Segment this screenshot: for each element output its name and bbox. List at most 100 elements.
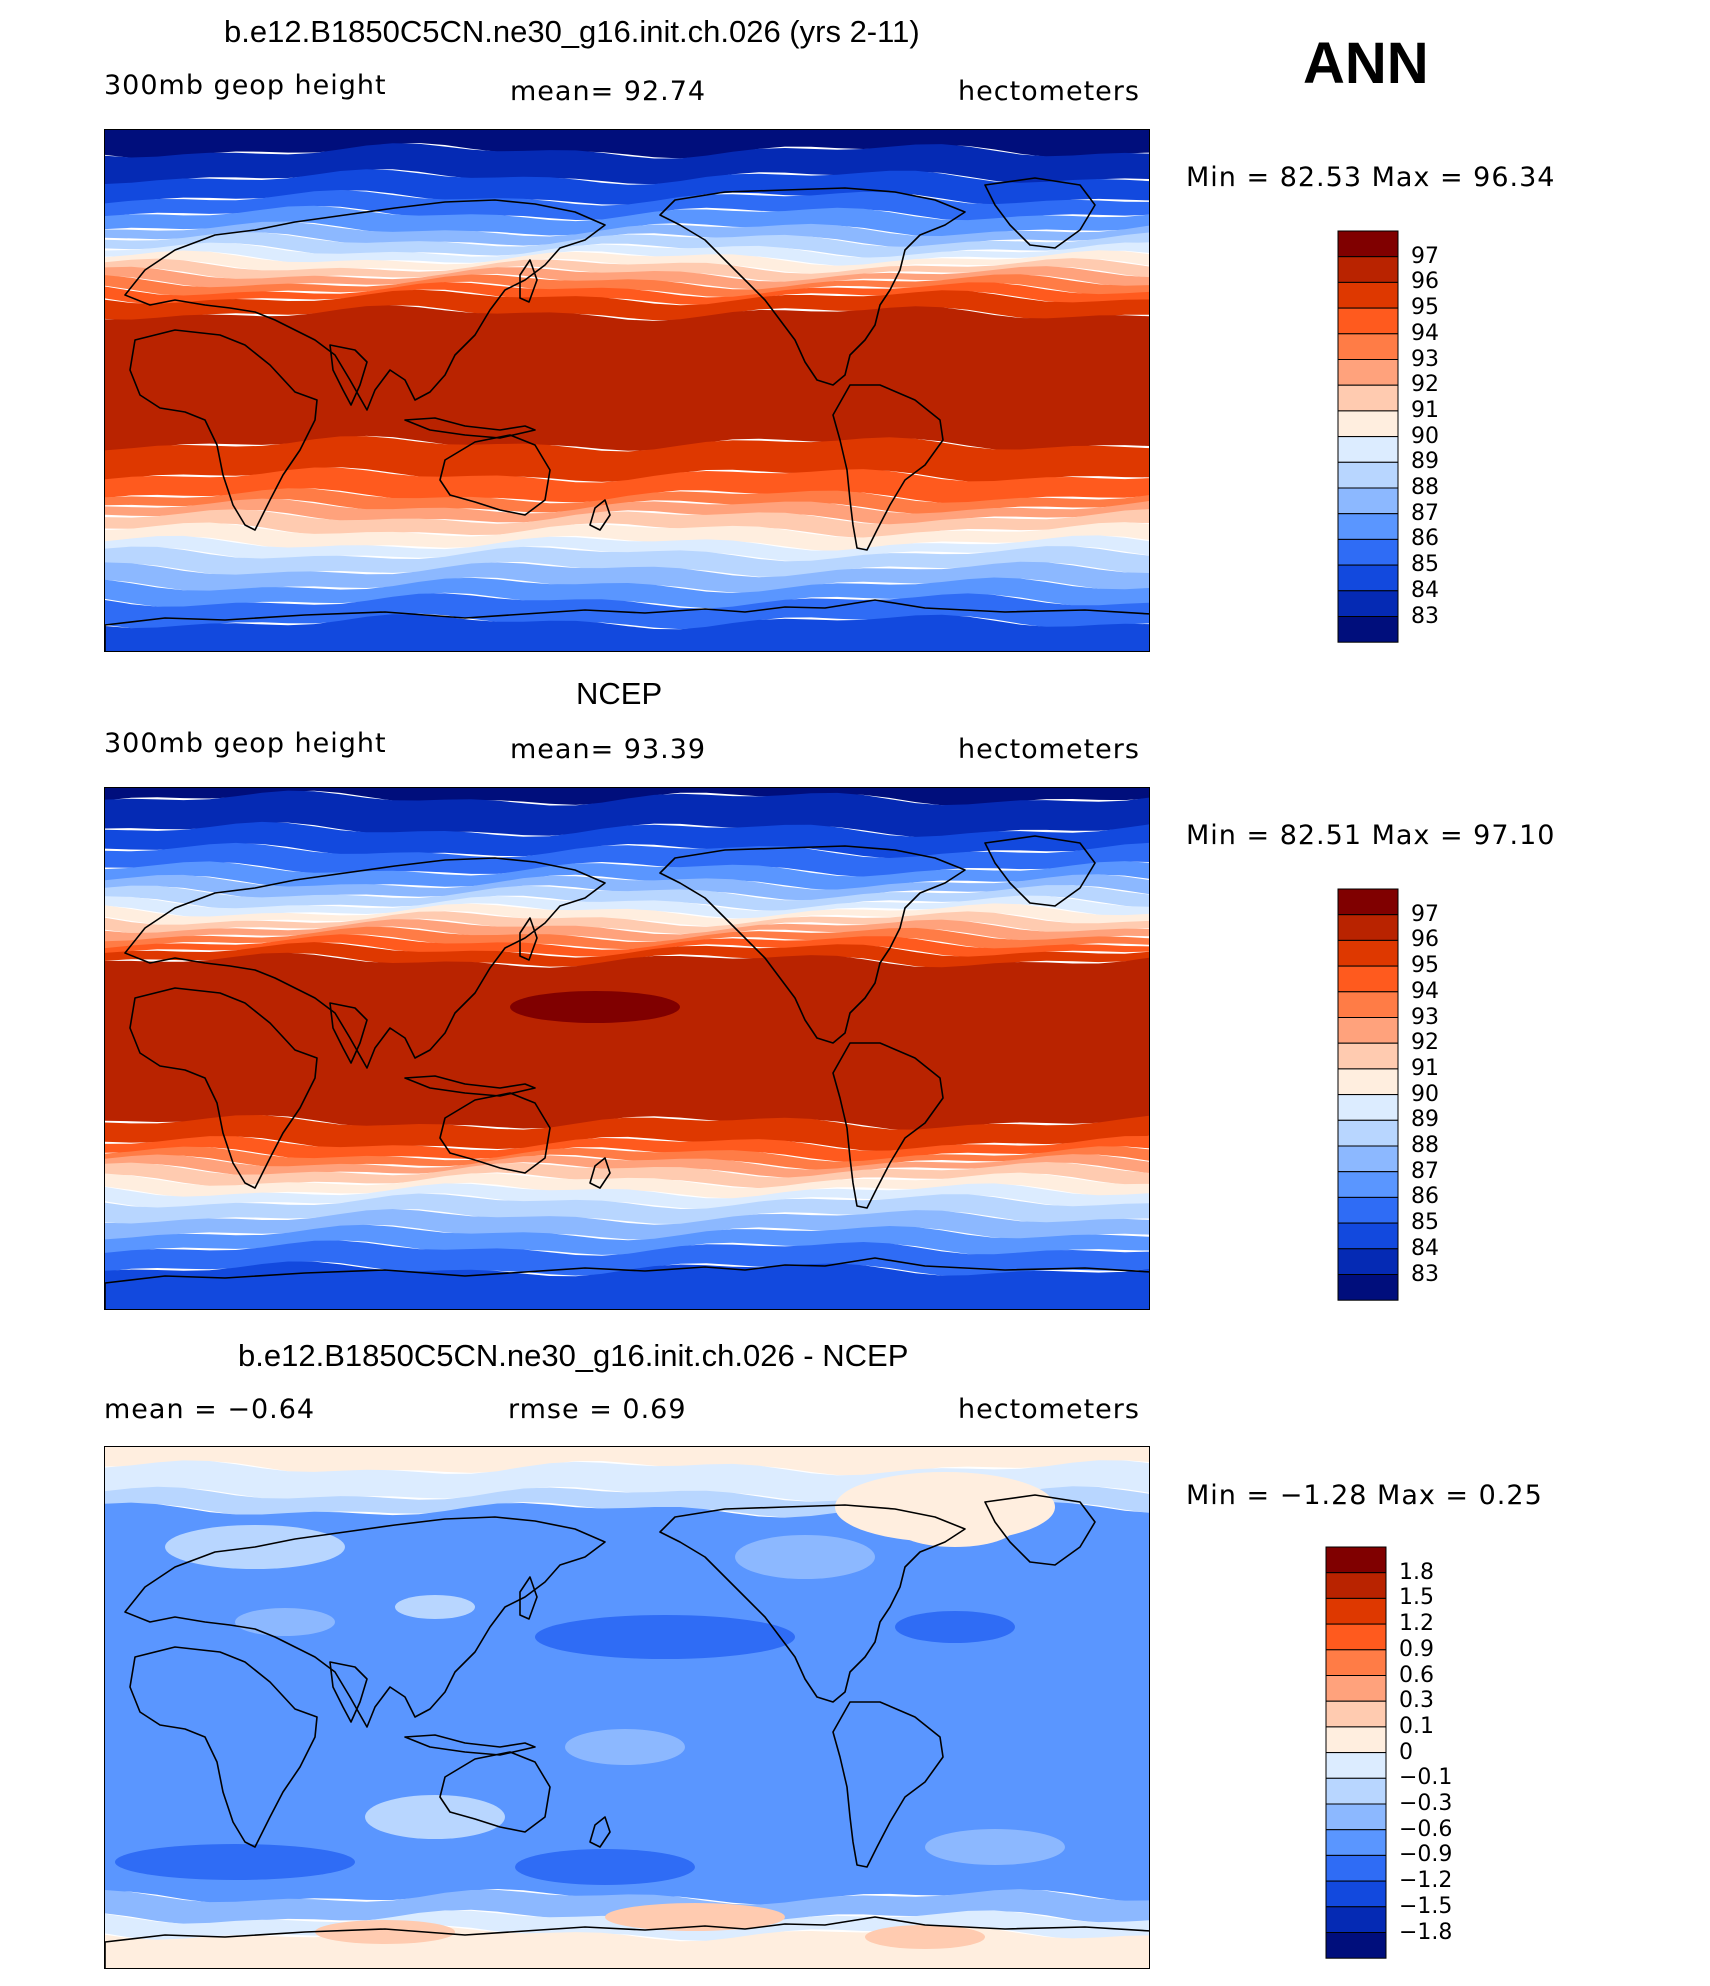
coastline (589, 499, 611, 531)
contour-band (105, 1162, 1149, 1189)
colorbar-tick-label: 95 (1411, 953, 1439, 979)
contour-band (105, 842, 1149, 877)
coastline (589, 1157, 611, 1189)
contour-band (105, 1146, 1149, 1170)
panel-2-map (104, 787, 1150, 1310)
contour-band (105, 1889, 1149, 1926)
colorbar-swatch (1325, 1700, 1387, 1728)
colorbar-tick-label: 0.6 (1399, 1662, 1434, 1688)
colorbar-tick-label: 96 (1411, 269, 1439, 295)
colorbar-tick-label: 94 (1411, 320, 1439, 346)
colorbar-tick-label: −0.6 (1399, 1816, 1453, 1842)
contour-band (105, 1209, 1149, 1241)
coastline (129, 987, 318, 1189)
colorbar-swatch (1325, 1546, 1387, 1574)
coastline (659, 1504, 966, 1703)
colorbar-tick-label: 97 (1411, 243, 1439, 269)
coastline (105, 1916, 1149, 1968)
colorbar-swatch (1325, 1932, 1387, 1959)
colorbar-swatch (1337, 1017, 1399, 1044)
colorbar-tick-label: 84 (1411, 577, 1439, 603)
colorbar-tick-label: 87 (1411, 1158, 1439, 1184)
anomaly-region (925, 1829, 1065, 1865)
colorbar-swatch (1337, 564, 1399, 592)
coastline (129, 1646, 318, 1848)
anomaly-region (735, 1535, 875, 1579)
panel-1-mean: mean= 92.74 (510, 76, 707, 107)
colorbar-tick-label: 93 (1411, 1004, 1439, 1030)
contour-band (105, 1136, 1149, 1162)
contour-band (105, 1261, 1149, 1309)
colorbar-swatch (1337, 1196, 1399, 1224)
contour-band (105, 1240, 1149, 1277)
panel-1-units: hectometers (958, 76, 1140, 107)
colorbar-swatch (1337, 991, 1399, 1019)
colorbar-tick-label: 83 (1411, 1261, 1439, 1287)
coastline (124, 1516, 606, 1728)
contour-band (105, 885, 1149, 911)
coastline (439, 1751, 551, 1833)
colorbar-tick-label: −0.9 (1399, 1842, 1453, 1868)
contour-band (105, 274, 1149, 298)
contour-band (105, 1183, 1149, 1209)
colorbar-swatch (1337, 1222, 1399, 1250)
contour-band (105, 169, 1149, 205)
colorbar-swatch (1337, 230, 1399, 258)
colorbar-tick-label: 86 (1411, 1184, 1439, 1210)
panel-3-map (104, 1446, 1150, 1969)
colorbar-tick-label: 92 (1411, 1030, 1439, 1056)
colorbar-tick-label: 85 (1411, 1210, 1439, 1236)
coastline (984, 835, 1096, 907)
anomaly-region (115, 1844, 355, 1880)
colorbar-tick-label: 91 (1411, 397, 1439, 423)
colorbar-tick-label: 89 (1411, 449, 1439, 475)
coastline (832, 1042, 944, 1209)
contour-band (105, 903, 1149, 927)
colorbar-swatch (1325, 1880, 1387, 1908)
panel-2-title: NCEP (576, 676, 663, 711)
contour-band (105, 190, 1149, 222)
contour-band (105, 232, 1149, 258)
contour-band (105, 874, 1149, 901)
coastline (404, 1734, 536, 1756)
contour-band (105, 509, 1149, 538)
colorbar-tick-label: 84 (1411, 1235, 1439, 1261)
colorbar-tick-label: −1.8 (1399, 1919, 1453, 1945)
colorbar-tick-label: 83 (1411, 603, 1439, 629)
contour-band (105, 1501, 1149, 1905)
colorbar-tick-label: 93 (1411, 346, 1439, 372)
colorbar-swatch (1325, 1623, 1387, 1651)
colorbar-tick-label: 1.2 (1399, 1611, 1434, 1637)
colorbar-swatch (1325, 1649, 1387, 1677)
colorbar-swatch (1325, 1675, 1387, 1702)
contour-band (105, 942, 1149, 969)
contour-band (105, 130, 1149, 159)
contour-band (105, 788, 1149, 806)
contour-band (105, 561, 1149, 593)
colorbar-tick-label: 0.1 (1399, 1713, 1434, 1739)
colorbar-swatch (1337, 939, 1399, 967)
panel-3-units: hectometers (958, 1394, 1140, 1425)
contour-band (105, 919, 1149, 942)
colorbar-tick-label: 88 (1411, 475, 1439, 500)
colorbar-swatch (1337, 888, 1399, 916)
colorbar-swatch (1337, 410, 1399, 438)
contour-band (105, 1224, 1149, 1256)
panel-1-title: b.e12.B1850C5CN.ne30_g16.init.ch.026 (yr… (224, 14, 920, 49)
anomaly-region (535, 1615, 795, 1659)
anomaly-region (895, 1507, 1015, 1547)
anomaly-region (515, 1849, 695, 1885)
contour-band (105, 143, 1149, 185)
coastline (124, 199, 606, 411)
colorbar-swatch (1337, 965, 1399, 993)
colorbar-swatch (1337, 1042, 1399, 1070)
colorbar-swatch (1325, 1572, 1387, 1599)
coastline (404, 1075, 536, 1097)
anomaly-region (235, 1608, 335, 1636)
colorbar-tick-label: 86 (1411, 526, 1439, 552)
coastline (105, 1257, 1149, 1309)
colorbar-swatch (1337, 590, 1399, 617)
panel-3-rmse: rmse = 0.69 (508, 1394, 687, 1425)
contour-band (105, 1115, 1149, 1152)
contour-band (105, 205, 1149, 237)
